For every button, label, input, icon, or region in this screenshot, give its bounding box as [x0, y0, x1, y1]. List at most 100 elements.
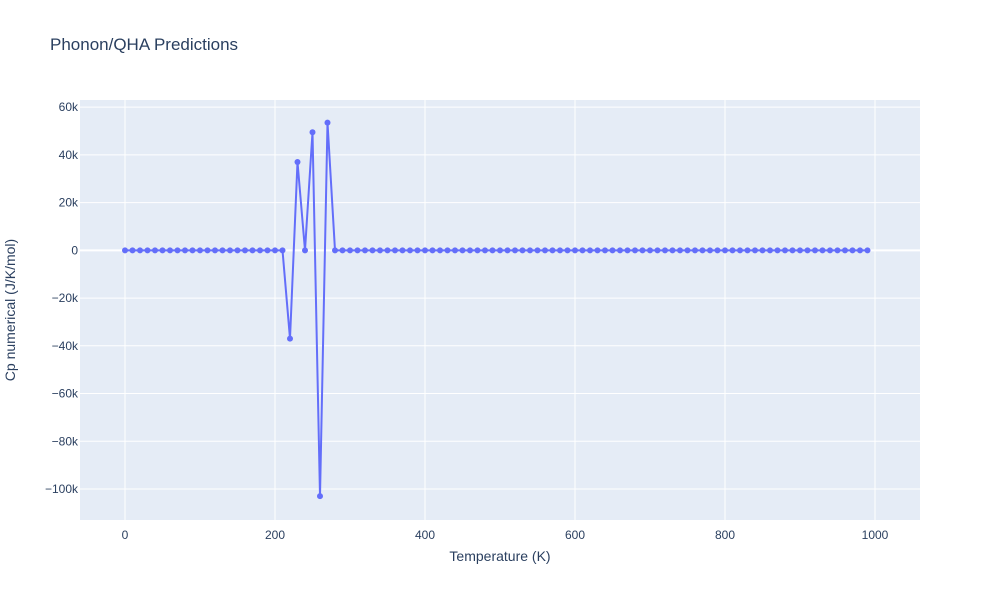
- data-point[interactable]: [474, 247, 481, 254]
- data-point[interactable]: [834, 247, 841, 254]
- data-point[interactable]: [549, 247, 556, 254]
- data-point[interactable]: [444, 247, 451, 254]
- data-point[interactable]: [212, 247, 218, 254]
- data-point[interactable]: [759, 247, 766, 254]
- data-point[interactable]: [332, 247, 338, 254]
- data-point[interactable]: [579, 247, 586, 254]
- data-point[interactable]: [317, 493, 323, 500]
- data-point[interactable]: [144, 247, 151, 254]
- data-point[interactable]: [182, 247, 188, 254]
- data-point[interactable]: [789, 247, 796, 254]
- data-point[interactable]: [849, 247, 856, 254]
- data-point[interactable]: [864, 247, 871, 254]
- data-point[interactable]: [122, 247, 128, 254]
- data-point[interactable]: [129, 247, 136, 254]
- data-point[interactable]: [399, 247, 406, 254]
- data-point[interactable]: [354, 247, 361, 254]
- data-point[interactable]: [287, 335, 293, 342]
- data-point[interactable]: [684, 247, 691, 254]
- data-point[interactable]: [249, 247, 256, 254]
- data-point[interactable]: [647, 247, 653, 254]
- data-point[interactable]: [819, 247, 826, 254]
- data-point[interactable]: [339, 247, 346, 254]
- data-point[interactable]: [414, 247, 421, 254]
- data-point[interactable]: [767, 247, 773, 254]
- data-point[interactable]: [369, 247, 376, 254]
- data-point[interactable]: [384, 247, 391, 254]
- data-point[interactable]: [857, 247, 863, 254]
- data-point[interactable]: [294, 159, 301, 166]
- data-point[interactable]: [347, 247, 353, 254]
- data-point[interactable]: [512, 247, 518, 254]
- data-point[interactable]: [242, 247, 248, 254]
- data-point[interactable]: [557, 247, 563, 254]
- data-point[interactable]: [152, 247, 158, 254]
- data-point[interactable]: [197, 247, 203, 254]
- data-point[interactable]: [527, 247, 533, 254]
- data-point[interactable]: [302, 247, 308, 254]
- data-point[interactable]: [204, 247, 211, 254]
- data-point[interactable]: [752, 247, 758, 254]
- data-point[interactable]: [632, 247, 638, 254]
- data-point[interactable]: [452, 247, 458, 254]
- data-point[interactable]: [159, 247, 166, 254]
- data-point[interactable]: [534, 247, 541, 254]
- data-point[interactable]: [324, 119, 331, 126]
- data-point[interactable]: [729, 247, 736, 254]
- data-point[interactable]: [669, 247, 676, 254]
- data-point[interactable]: [744, 247, 751, 254]
- data-point[interactable]: [639, 247, 646, 254]
- data-point[interactable]: [377, 247, 383, 254]
- data-point[interactable]: [737, 247, 743, 254]
- data-point[interactable]: [722, 247, 728, 254]
- data-point[interactable]: [422, 247, 428, 254]
- data-point[interactable]: [272, 247, 278, 254]
- data-point[interactable]: [624, 247, 631, 254]
- data-point[interactable]: [407, 247, 413, 254]
- data-point[interactable]: [774, 247, 781, 254]
- data-point[interactable]: [609, 247, 616, 254]
- data-point[interactable]: [519, 247, 526, 254]
- data-point[interactable]: [189, 247, 196, 254]
- plot-area[interactable]: [80, 100, 920, 520]
- data-point[interactable]: [572, 247, 578, 254]
- data-point[interactable]: [489, 247, 496, 254]
- data-point[interactable]: [467, 247, 473, 254]
- data-point[interactable]: [707, 247, 713, 254]
- data-point[interactable]: [564, 247, 571, 254]
- data-point[interactable]: [497, 247, 503, 254]
- data-point[interactable]: [587, 247, 593, 254]
- data-point[interactable]: [842, 247, 848, 254]
- data-point[interactable]: [437, 247, 443, 254]
- data-point[interactable]: [812, 247, 818, 254]
- data-point[interactable]: [677, 247, 683, 254]
- data-point[interactable]: [264, 247, 271, 254]
- data-point[interactable]: [662, 247, 668, 254]
- data-point[interactable]: [174, 247, 181, 254]
- data-point[interactable]: [459, 247, 466, 254]
- data-point[interactable]: [234, 247, 241, 254]
- data-point[interactable]: [504, 247, 511, 254]
- data-point[interactable]: [714, 247, 721, 254]
- data-point[interactable]: [227, 247, 233, 254]
- data-point[interactable]: [797, 247, 803, 254]
- data-point[interactable]: [482, 247, 488, 254]
- data-point[interactable]: [257, 247, 263, 254]
- data-point[interactable]: [692, 247, 698, 254]
- data-point[interactable]: [167, 247, 173, 254]
- data-point[interactable]: [309, 129, 316, 136]
- data-point[interactable]: [654, 247, 661, 254]
- data-point[interactable]: [219, 247, 226, 254]
- data-point[interactable]: [279, 247, 286, 254]
- data-point[interactable]: [782, 247, 788, 254]
- data-point[interactable]: [699, 247, 706, 254]
- data-point[interactable]: [602, 247, 608, 254]
- data-point[interactable]: [137, 247, 143, 254]
- data-point[interactable]: [392, 247, 398, 254]
- data-point[interactable]: [362, 247, 368, 254]
- data-point[interactable]: [827, 247, 833, 254]
- data-point[interactable]: [542, 247, 548, 254]
- data-point[interactable]: [429, 247, 436, 254]
- data-point[interactable]: [804, 247, 811, 254]
- data-point[interactable]: [594, 247, 601, 254]
